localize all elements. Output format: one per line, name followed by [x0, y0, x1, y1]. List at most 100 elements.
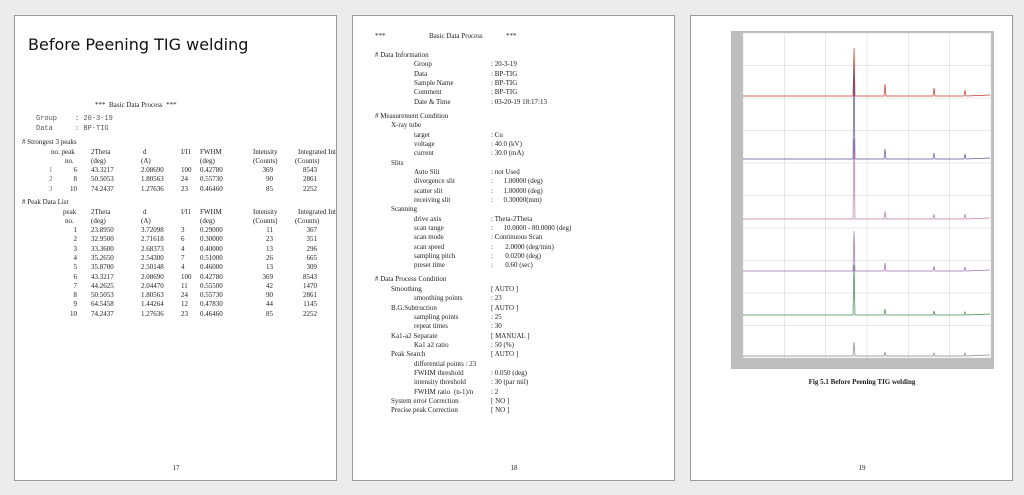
- entry-value: : Theta-2Theta: [491, 214, 533, 223]
- entry-value: : Continuous Scan: [491, 233, 543, 242]
- entry-label: System error Correction: [391, 397, 459, 405]
- table-cell: 0.42780: [200, 272, 223, 281]
- trace: [743, 138, 991, 220]
- info-label: Data: [36, 125, 53, 133]
- page-number: 17: [172, 464, 180, 472]
- entry-value: : 50 (%): [491, 340, 514, 349]
- table-cell: 1.44264: [141, 300, 164, 309]
- table-cell: 23.8950: [91, 226, 114, 234]
- table-cell: 2861: [303, 175, 317, 184]
- column-header: d: [143, 147, 147, 156]
- table-cell: 9: [73, 300, 78, 309]
- table-cell: 0.40000: [200, 244, 223, 253]
- entry-value: : 03-20-19 18:17:13: [491, 97, 547, 106]
- entry-value: : 20-3-19: [491, 60, 517, 69]
- column-header: FWHM: [200, 147, 222, 156]
- column-unit: (deg): [200, 156, 215, 165]
- table-cell: 2.08690: [141, 272, 164, 281]
- section-heading: # Measurement Condition: [375, 111, 449, 120]
- section-heading: # Data Process Condition: [375, 275, 447, 284]
- table-cell: 33.3600: [91, 244, 114, 253]
- xrd-figure: [731, 31, 994, 369]
- table-cell: 11: [266, 226, 273, 234]
- entry-value: : 1.00000 (deg): [491, 177, 543, 186]
- entry-value: : 0.30000(mm): [491, 195, 542, 204]
- table-cell: 1: [73, 226, 78, 234]
- table-cell: 74.2437: [91, 184, 114, 193]
- entry-label: FWHM threshold: [414, 368, 464, 377]
- entry-label: Slits: [391, 158, 404, 167]
- table-cell: 0.42780: [200, 166, 223, 174]
- table-cell: 11: [181, 281, 188, 290]
- table-cell: 665: [306, 253, 318, 262]
- entry-label: repeat times: [414, 322, 449, 331]
- entry-label: preset time: [414, 261, 445, 270]
- table-cell: 1.80563: [141, 175, 164, 184]
- column-header: Integrated Int: [298, 147, 336, 156]
- page: *** Basic Data Process *** # Data Informati…: [352, 15, 675, 481]
- table-cell: 42: [266, 281, 273, 290]
- entry-label: Peak Search: [391, 350, 426, 359]
- info-label: Group: [36, 115, 58, 123]
- table-cell: 0.55500: [200, 281, 223, 290]
- table-cell: 32.9500: [91, 235, 114, 244]
- entry-value: [ AUTO ]: [491, 350, 519, 359]
- column-unit: (deg): [200, 216, 215, 225]
- entry-label: scan range: [414, 224, 444, 232]
- table-cell: 44: [266, 300, 273, 309]
- table-cell: 90: [266, 175, 273, 184]
- table-cell: 3: [181, 226, 185, 234]
- table-cell: 43.3217: [91, 272, 114, 281]
- table-cell: 1470: [303, 281, 317, 290]
- table-cell: 0.46460: [200, 184, 223, 193]
- table-cell: 0.55730: [200, 175, 223, 184]
- entry-value: : 2: [491, 387, 499, 396]
- table-cell: 3: [73, 244, 78, 253]
- column-header: Integrated Int: [298, 207, 336, 216]
- table-cell: 351: [306, 235, 318, 244]
- table-cell: 4: [73, 253, 78, 262]
- table-cell: 369: [262, 272, 274, 281]
- entry-label: X-ray tube: [391, 121, 422, 130]
- table-cell: 23: [181, 184, 188, 193]
- entry-label: current: [414, 149, 434, 158]
- entry-label: sampling pitch: [414, 252, 456, 261]
- table-cell: 2: [49, 175, 53, 184]
- entry-value: : 0.050 (deg): [491, 368, 527, 377]
- column-header: I/I1: [181, 147, 192, 156]
- table-cell: 3.72098: [141, 226, 164, 234]
- entry-label: Data: [414, 69, 428, 78]
- table-cell: 1.27636: [141, 184, 164, 193]
- table-cell: 50.5053: [91, 291, 114, 300]
- table-cell: 2.04470: [141, 281, 164, 290]
- table-cell: 26: [266, 253, 273, 262]
- entry-value: : Cu: [491, 130, 503, 139]
- table-cell: 0.46000: [200, 263, 223, 272]
- table-cell: 2.71618: [141, 235, 164, 244]
- entry-value: : 25: [491, 312, 502, 321]
- table-cell: 90: [266, 291, 273, 300]
- entry-label: smoothing points: [414, 294, 463, 303]
- entry-value: : BP-TIG: [491, 88, 518, 97]
- column-header: I/I1: [181, 207, 192, 216]
- column-unit: (A): [141, 216, 151, 225]
- table-cell: 0.46460: [200, 309, 223, 318]
- entry-label: Auto Slit: [414, 167, 440, 176]
- table-cell: 6: [73, 166, 78, 174]
- entry-label: drive axis: [414, 214, 442, 223]
- table-cell: 2861: [303, 291, 317, 300]
- entry-label: voltage: [414, 139, 435, 148]
- column-unit: (deg): [91, 156, 106, 165]
- column-unit: no.: [65, 216, 74, 225]
- page-number: 19: [858, 464, 866, 472]
- table-cell: 10: [70, 309, 77, 318]
- info-value: : 20-3-19: [75, 115, 113, 123]
- entry-label: scan mode: [414, 233, 444, 242]
- table-cell: 2.68373: [141, 244, 164, 253]
- entry-value: : BP-TIG: [491, 79, 518, 88]
- table-cell: 23: [266, 235, 273, 244]
- column-unit: (A): [141, 156, 151, 165]
- entry-value: : 0.0200 (deg): [491, 252, 541, 261]
- table-cell: 3: [49, 184, 53, 193]
- entry-value: : 30: [491, 322, 502, 331]
